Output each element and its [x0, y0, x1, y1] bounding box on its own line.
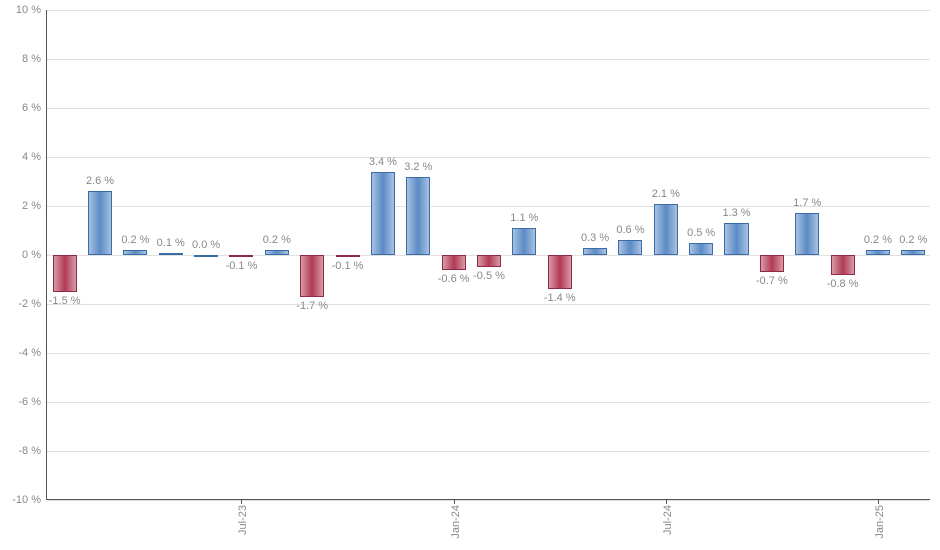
bar [159, 253, 183, 255]
bar [512, 228, 536, 255]
xtick-mark [241, 499, 242, 504]
gridline [47, 402, 930, 403]
bar [654, 204, 678, 255]
xtick-mark [666, 499, 667, 504]
bar [866, 250, 890, 255]
bar-label: 0.2 % [263, 234, 291, 246]
gridline [47, 59, 930, 60]
plot-area: -10 %-8 %-6 %-4 %-2 %0 %2 %4 %6 %8 %10 %… [46, 10, 930, 500]
bar-label: -0.8 % [827, 278, 859, 290]
bar [760, 255, 784, 272]
bar [901, 250, 925, 255]
bar [724, 223, 748, 255]
bar [88, 191, 112, 255]
bar-label: 0.2 % [899, 234, 927, 246]
bar-label: 0.6 % [616, 224, 644, 236]
ytick-label: -2 % [18, 298, 47, 310]
bar-label: 2.1 % [652, 188, 680, 200]
xtick-label: Jul-23 [237, 505, 249, 535]
bar [406, 177, 430, 255]
bar-label: -0.6 % [438, 273, 470, 285]
bar [583, 248, 607, 255]
bar-label: 1.7 % [793, 197, 821, 209]
ytick-label: -6 % [18, 396, 47, 408]
bar [336, 255, 360, 257]
bar-label: -0.7 % [756, 275, 788, 287]
bar-label: 0.1 % [157, 237, 185, 249]
bar-label: -0.1 % [226, 260, 258, 272]
gridline [47, 157, 930, 158]
bar [229, 255, 253, 257]
bar-label: 3.2 % [404, 161, 432, 173]
bar [795, 213, 819, 255]
bar-label: -1.4 % [544, 292, 576, 304]
bar-label: 0.2 % [121, 234, 149, 246]
bar [477, 255, 501, 267]
bar [618, 240, 642, 255]
bar-label: 0.2 % [864, 234, 892, 246]
ytick-label: -4 % [18, 347, 47, 359]
percent-bar-chart: -10 % -8 % -6 % -4 % -2 % 0 % 2 % 4 % 6 % 8 % 10 %… [0, 0, 940, 550]
xtick-mark [878, 499, 879, 504]
bar [194, 255, 218, 257]
bar [53, 255, 77, 292]
ytick-label: 4 % [22, 151, 47, 163]
bar [548, 255, 572, 289]
bar-label: -1.5 % [49, 295, 81, 307]
xtick-label: Jan-25 [874, 505, 886, 539]
ytick-label: -8 % [18, 445, 47, 457]
bar [442, 255, 466, 270]
bar [831, 255, 855, 275]
bar-label: -0.5 % [473, 270, 505, 282]
bar-label: -1.7 % [296, 300, 328, 312]
bar [689, 243, 713, 255]
gridline [47, 353, 930, 354]
bar-label: 0.3 % [581, 232, 609, 244]
ytick-label: -10 % [12, 494, 47, 506]
ytick-label: 0 % [22, 249, 47, 261]
bar-label: 0.0 % [192, 239, 220, 251]
bar-label: 1.1 % [510, 212, 538, 224]
bar-label: 3.4 % [369, 156, 397, 168]
xtick-label: Jul-24 [662, 505, 674, 535]
bar-label: 0.5 % [687, 227, 715, 239]
ytick-label: 2 % [22, 200, 47, 212]
gridline [47, 304, 930, 305]
bar [371, 172, 395, 255]
bar [300, 255, 324, 297]
bar-label: 1.3 % [722, 207, 750, 219]
bar-label: -0.1 % [332, 260, 364, 272]
gridline [47, 108, 930, 109]
bar-label: 2.6 % [86, 175, 114, 187]
ytick-label: 10 % [16, 4, 47, 16]
ytick-label: 6 % [22, 102, 47, 114]
bar [265, 250, 289, 255]
bar [123, 250, 147, 255]
ytick-label: 8 % [22, 53, 47, 65]
xtick-label: Jan-24 [450, 505, 462, 539]
xtick-mark [454, 499, 455, 504]
gridline [47, 451, 930, 452]
gridline [47, 500, 930, 501]
gridline [47, 10, 930, 11]
